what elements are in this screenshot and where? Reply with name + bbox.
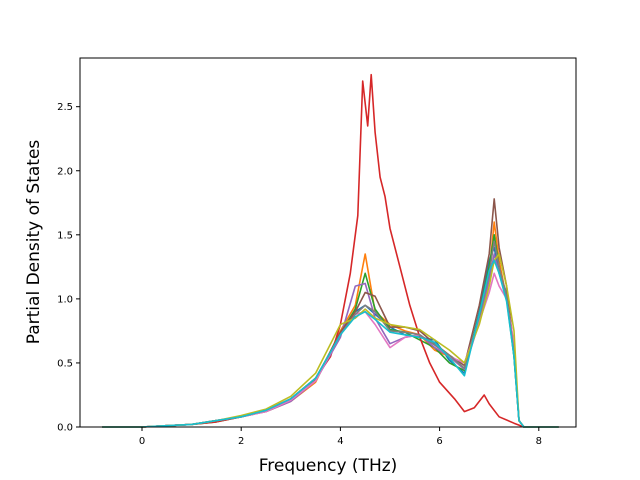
x-tick-label-3: 6 xyxy=(436,436,442,447)
y-axis: 0.0 0.5 1.0 1.5 2.0 2.5 xyxy=(57,102,80,434)
y-tick-label-1: 0.5 xyxy=(57,358,73,369)
y-tick-label-4: 2.0 xyxy=(57,166,73,177)
y-tick-label-0: 0.0 xyxy=(57,423,73,434)
y-tick-label-5: 2.5 xyxy=(57,102,73,113)
x-axis: 0 2 4 6 8 xyxy=(139,427,542,447)
x-tick-label-1: 2 xyxy=(238,436,244,447)
plot-frame xyxy=(79,57,577,428)
x-tick-label-2: 4 xyxy=(337,436,343,447)
x-tick-label-0: 0 xyxy=(139,436,145,447)
y-axis-label: Partial Density of States xyxy=(24,140,44,345)
series-line-10 xyxy=(102,259,559,428)
series-layer xyxy=(102,73,559,428)
x-axis-label: Frequency (THz) xyxy=(259,456,398,476)
x-tick-label-4: 8 xyxy=(536,436,542,447)
y-tick-label-2: 1.0 xyxy=(57,294,73,305)
y-tick-label-3: 1.5 xyxy=(57,230,73,241)
